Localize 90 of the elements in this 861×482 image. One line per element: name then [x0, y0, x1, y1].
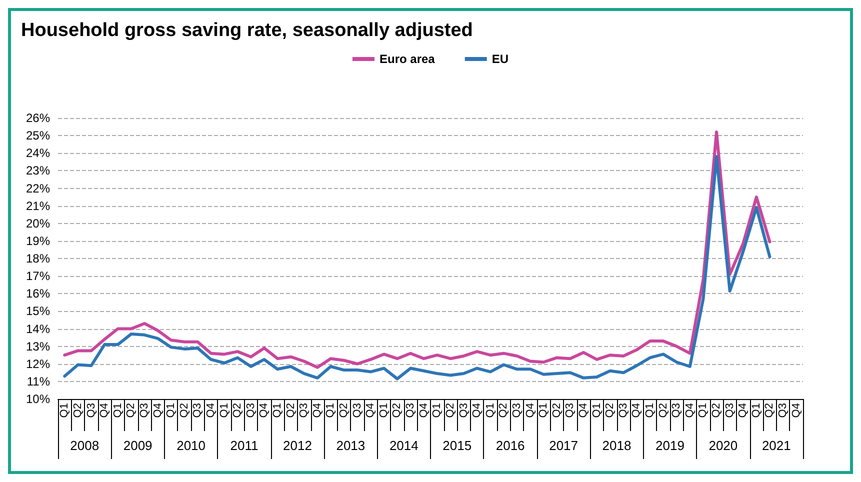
text: 2011	[230, 438, 258, 453]
y-tick-label: 19%	[26, 234, 50, 248]
y-tick-label: 17%	[26, 269, 50, 284]
x-tick-label: Q3	[404, 403, 417, 418]
x-tick-label: Q2	[72, 403, 84, 418]
x-tick-label: Q3	[458, 403, 470, 418]
x-tick-label: Q2	[338, 403, 350, 418]
legend-label: EU	[492, 52, 509, 66]
x-tick-label: Q4	[364, 403, 377, 418]
text: 2021	[762, 438, 791, 453]
x-tick-label: Q3	[777, 403, 790, 418]
y-tick-label: 18%	[26, 252, 50, 266]
legend-label: Euro area	[379, 52, 436, 66]
x-tick-label: Q4	[152, 403, 164, 418]
x-tick-label: Q3	[617, 403, 630, 418]
x-tick-label: Q1	[112, 403, 124, 418]
x-tick-label: Q1	[484, 403, 496, 418]
x-tick-label: Q4	[737, 403, 750, 418]
text: 2012	[283, 438, 312, 453]
x-tick-label: Q2	[710, 403, 723, 418]
x-tick-label: Q2	[125, 403, 138, 418]
x-tick-label: Q2	[232, 403, 244, 418]
x-tick-label: Q2	[550, 403, 563, 418]
text: 2017	[549, 438, 578, 453]
text: 2014	[389, 438, 418, 453]
x-tick-label: Q3	[244, 403, 257, 418]
x-tick-label: Q2	[391, 403, 404, 418]
x-tick-label: Q2	[284, 403, 297, 418]
x-tick-label: Q4	[790, 403, 802, 418]
y-tick-label: 20%	[26, 216, 50, 230]
x-tick-label: Q4	[204, 403, 217, 418]
text: 2018	[602, 438, 632, 453]
x-tick-label: Q4	[577, 403, 590, 418]
y-tick-label: 16%	[26, 286, 50, 301]
x-tick-label: Q1	[58, 403, 71, 418]
x-tick-label: Q1	[218, 403, 230, 418]
x-tick-label: Q3	[298, 403, 310, 418]
chart-title: Household gross saving rate, seasonally adjusted	[21, 20, 473, 41]
x-tick-label: Q3	[724, 403, 736, 418]
x-tick-label: Q4	[418, 403, 430, 418]
x-tick-label: Q4	[471, 403, 484, 418]
y-tick-label: 14%	[26, 322, 50, 336]
text: 2008	[70, 438, 100, 453]
x-tick-label: Q1	[644, 403, 656, 418]
x-tick-label: Q1	[697, 403, 710, 418]
text: 2009	[123, 438, 152, 453]
y-tick-label: 13%	[26, 339, 50, 354]
x-tick-label: Q3	[351, 403, 364, 418]
y-tick-label: 24%	[26, 146, 50, 160]
x-tick-label: Q1	[590, 403, 603, 418]
x-tick-label: Q4	[98, 403, 111, 418]
x-tick-label: Q3	[564, 403, 576, 418]
x-tick-label: Q4	[311, 403, 324, 418]
x-tick-label: Q4	[630, 403, 643, 418]
text: 2020	[708, 438, 738, 453]
y-tick-label: 21%	[26, 198, 50, 213]
x-tick-label: Q1	[538, 403, 550, 418]
x-tick-label: Q1	[431, 403, 444, 418]
x-tick-label: Q2	[498, 403, 510, 418]
y-tick-label: 15%	[26, 304, 50, 318]
x-tick-label: Q1	[272, 403, 284, 418]
x-tick-label: Q4	[258, 403, 270, 418]
x-tick-label: Q2	[178, 403, 190, 418]
x-tick-label: Q2	[444, 403, 456, 418]
y-tick-label: 10%	[26, 392, 50, 406]
y-tick-label: 12%	[26, 356, 50, 371]
x-tick-label: Q2	[657, 403, 670, 418]
x-tick-label: Q1	[165, 403, 178, 418]
x-tick-label: Q1	[378, 403, 390, 418]
x-tick-label: Q3	[510, 403, 523, 418]
text: 2019	[656, 438, 684, 453]
text: 2010	[176, 438, 206, 453]
x-tick-label: Q4	[524, 403, 536, 418]
text: 2013	[336, 438, 366, 453]
x-tick-label: Q2	[764, 403, 776, 418]
x-tick-label: Q3	[670, 403, 683, 418]
text: 2015	[442, 438, 472, 453]
y-tick-label: 11%	[26, 374, 50, 388]
x-tick-label: Q1	[750, 403, 762, 418]
x-tick-label: Q3	[192, 403, 204, 418]
y-tick-label: 25%	[26, 128, 50, 143]
x-tick-label: Q3	[85, 403, 98, 418]
text: 2016	[496, 438, 525, 453]
x-tick-label: Q1	[324, 403, 337, 418]
x-tick-label: Q3	[138, 403, 150, 418]
y-tick-label: 23%	[26, 164, 50, 178]
y-tick-label: 26%	[26, 111, 50, 125]
x-tick-label: Q4	[684, 403, 696, 418]
x-tick-label: Q2	[604, 403, 616, 418]
y-tick-label: 22%	[26, 181, 50, 196]
